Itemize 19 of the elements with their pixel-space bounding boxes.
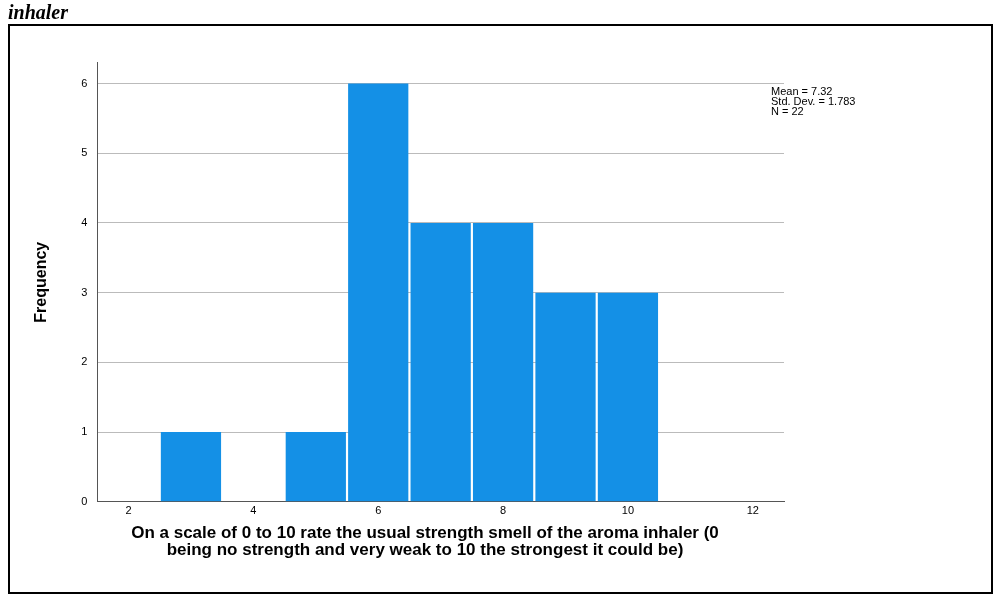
annotation: Mean = 7.32 (771, 85, 834, 97)
annotation: N = 22 (771, 105, 805, 117)
y-tick-label: 2 (81, 355, 88, 368)
x-tick-label: 12 (746, 504, 759, 517)
y-tick-label: 5 (81, 146, 88, 159)
y-tick-label: 0 (81, 494, 88, 507)
x-tick-label: 6 (375, 504, 382, 517)
x-tick-label: 4 (250, 504, 257, 517)
x-axis-title: On a scale of 0 to 10 rate the usual strength smell of the aroma inhaler (0 being no strength and very weak to 10 the strongest it could be) (130, 523, 720, 559)
y-tick-label: 4 (81, 215, 88, 228)
y-tick-label: 3 (81, 285, 88, 298)
chart-title: inhaler (8, 1, 69, 23)
y-tick-label: 6 (81, 76, 88, 89)
y-axis-title: Frequency (32, 241, 50, 323)
y-tick-label: 1 (81, 425, 88, 438)
annotation: Std. Dev. = 1.783 (771, 95, 856, 107)
x-tick-label: 10 (621, 504, 635, 517)
x-tick-label: 2 (125, 504, 132, 517)
x-tick-label: 8 (500, 504, 507, 517)
